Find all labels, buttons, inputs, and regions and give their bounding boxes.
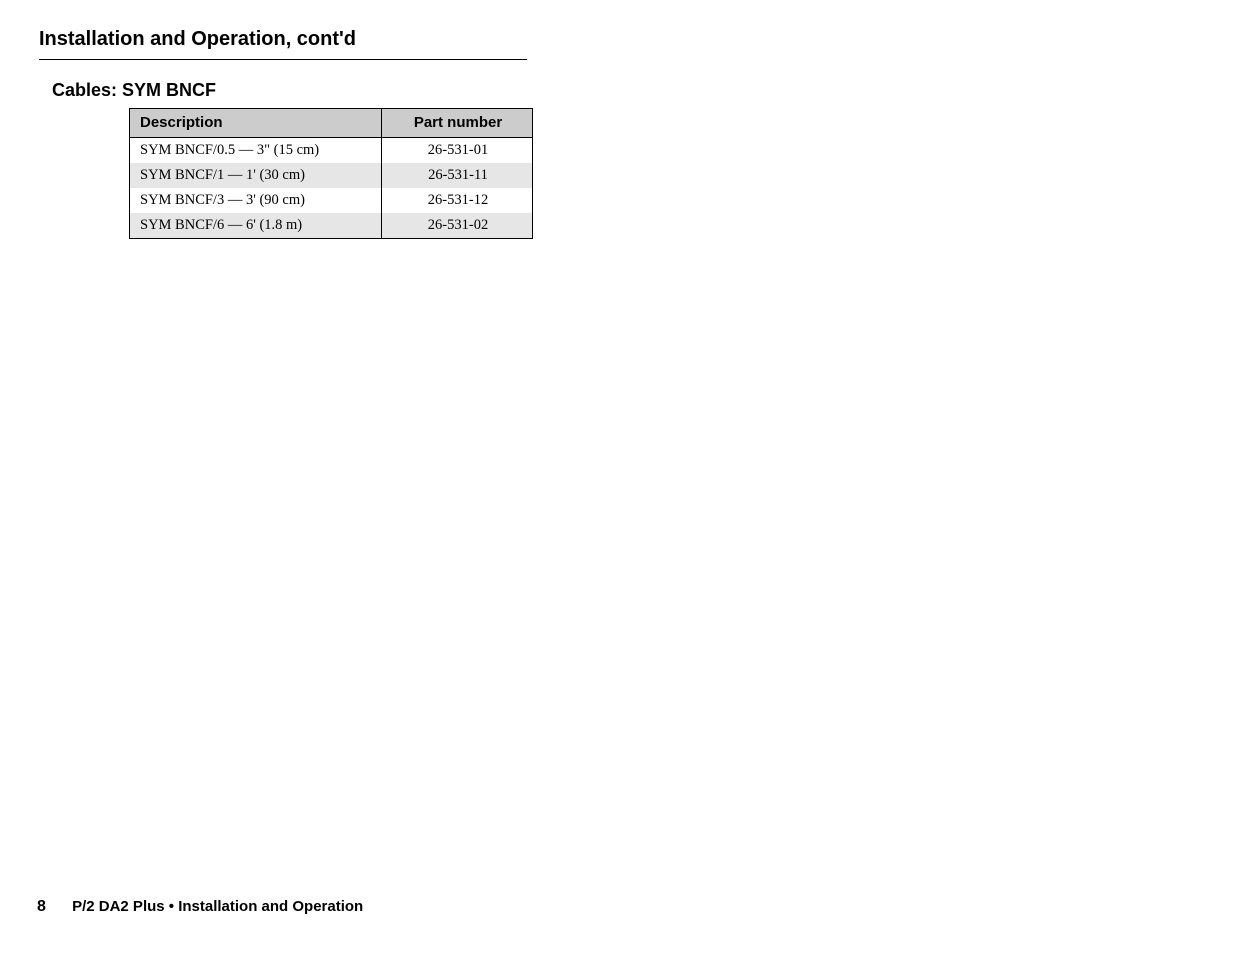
- col-header-part-number: Part number: [382, 109, 533, 138]
- page-number: 8: [37, 898, 46, 915]
- cell-part-number: 26-531-02: [382, 213, 533, 239]
- cables-table: Description Part number SYM BNCF/0.5 — 3…: [129, 108, 533, 239]
- section-title: Installation and Operation, cont'd: [39, 28, 527, 60]
- table-row: SYM BNCF/0.5 — 3" (15 cm) 26-531-01: [130, 138, 533, 164]
- table-row: SYM BNCF/6 — 6' (1.8 m) 26-531-02: [130, 213, 533, 239]
- footer-doc-title: P/2 DA2 Plus • Installation and Operatio…: [72, 898, 363, 915]
- cell-description: SYM BNCF/3 — 3' (90 cm): [130, 188, 382, 213]
- cell-description: SYM BNCF/0.5 — 3" (15 cm): [130, 138, 382, 164]
- page-footer: 8 P/2 DA2 Plus • Installation and Operat…: [37, 898, 363, 916]
- cell-description: SYM BNCF/1 — 1' (30 cm): [130, 163, 382, 188]
- sub-title: Cables: SYM BNCF: [52, 80, 216, 101]
- cell-part-number: 26-531-11: [382, 163, 533, 188]
- cell-part-number: 26-531-12: [382, 188, 533, 213]
- col-header-description: Description: [130, 109, 382, 138]
- table-header-row: Description Part number: [130, 109, 533, 138]
- cell-part-number: 26-531-01: [382, 138, 533, 164]
- table-row: SYM BNCF/1 — 1' (30 cm) 26-531-11: [130, 163, 533, 188]
- manual-page: Installation and Operation, cont'd Cable…: [0, 0, 1235, 954]
- table-row: SYM BNCF/3 — 3' (90 cm) 26-531-12: [130, 188, 533, 213]
- cell-description: SYM BNCF/6 — 6' (1.8 m): [130, 213, 382, 239]
